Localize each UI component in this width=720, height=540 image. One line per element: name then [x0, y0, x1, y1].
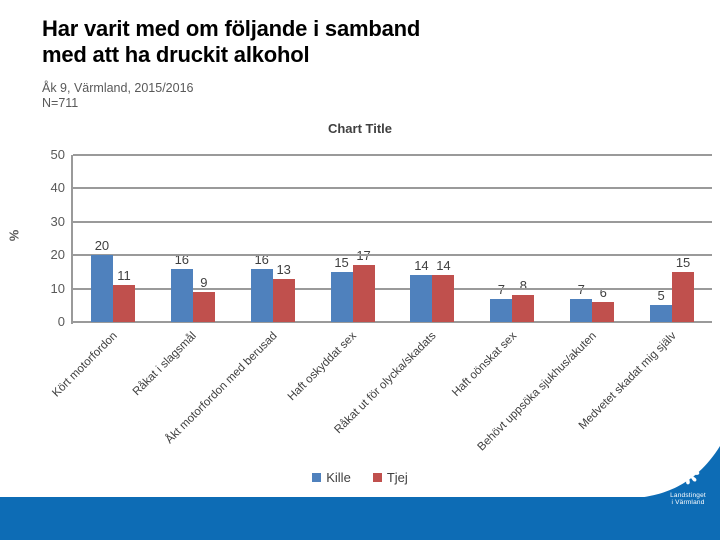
- bar-kille-5: [410, 275, 433, 322]
- bar-tjej-2: [192, 291, 215, 322]
- category-label-4: Haft oskyddat sex: [285, 330, 360, 404]
- tjej-swatch-icon: [372, 473, 382, 482]
- gridline-50: [73, 154, 712, 156]
- bar-kille-8: [650, 305, 673, 322]
- value-label-kille-8: 5: [657, 288, 665, 304]
- bar-tjej-5: [432, 275, 455, 322]
- legend: Kille Tjej: [0, 470, 720, 485]
- bar-kille-3: [250, 268, 273, 322]
- value-label-kille-5: 14: [414, 258, 429, 274]
- value-label-tjej-5: 14: [436, 258, 451, 274]
- value-label-tjej-2: 9: [200, 274, 208, 290]
- flower-logo-icon: ❋: [675, 458, 701, 491]
- value-label-tjej-8: 15: [675, 254, 691, 270]
- bar-tjej-8: [672, 271, 695, 322]
- value-label-tjej-3: 13: [276, 261, 291, 277]
- logo-text-line2: i Värmland: [671, 499, 705, 506]
- legend-label-tjej: Tjej: [386, 470, 408, 485]
- footer-swoosh: [638, 446, 720, 498]
- bar-tjej-3: [272, 278, 295, 322]
- value-label-tjej-6: 8: [519, 278, 527, 294]
- y-tick-label-30: 30: [50, 213, 65, 229]
- landstinget-logo: ❋ Landstinget i Värmland: [656, 458, 720, 506]
- y-tick-label-40: 40: [50, 180, 65, 196]
- gridline-30: [73, 220, 712, 223]
- y-axis-line: [71, 155, 73, 324]
- bar-kille-7: [570, 298, 593, 322]
- value-label-kille-1: 20: [94, 238, 110, 254]
- value-label-tjej-1: 11: [117, 268, 131, 284]
- y-tick-label-50: 50: [50, 147, 65, 162]
- bar-tjej-6: [512, 295, 535, 322]
- bar-tjej-1: [112, 285, 135, 322]
- bar-kille-6: [490, 298, 513, 322]
- kille-swatch-icon: [312, 473, 322, 482]
- legend-item-tjej: Tjej: [372, 470, 408, 485]
- logo-text-line1: Landstinget: [670, 492, 706, 499]
- bar-kille-1: [90, 255, 113, 322]
- bar-tjej-7: [592, 301, 615, 322]
- value-label-kille-4: 15: [334, 254, 349, 270]
- legend-item-kille: Kille: [312, 470, 351, 485]
- legend-label-kille: Kille: [326, 470, 351, 485]
- bar-kille-2: [170, 268, 193, 322]
- category-label-2: Råkat i slagsmål: [131, 330, 200, 399]
- category-label-6: Haft oönskat sex: [449, 330, 519, 400]
- page-title-line1: Har varit med om följande i samband: [42, 16, 421, 41]
- page-title-line2: med att ha druckit alkohol: [42, 42, 310, 67]
- page-title: Har varit med om följande i samband med …: [42, 16, 602, 68]
- footer-band: [0, 497, 720, 540]
- y-tick-label-20: 20: [50, 247, 65, 263]
- category-label-1: Kört motorfordon: [49, 330, 120, 400]
- gridline-10: [73, 287, 712, 290]
- value-label-tjej-7: 6: [599, 284, 607, 300]
- bar-kille-4: [330, 271, 353, 322]
- y-tick-label-10: 10: [50, 280, 65, 296]
- bar-tjej-4: [352, 265, 375, 322]
- chart-title: Chart Title: [327, 121, 393, 136]
- gridline-0: [73, 321, 712, 323]
- y-tick-label-0: 0: [57, 314, 65, 329]
- y-axis-title: %: [6, 229, 22, 242]
- plot-area: [71, 154, 712, 324]
- subtitle-sample-size: N=711: [42, 96, 79, 110]
- subtitle-cohort: Åk 9, Värmland, 2015/2016: [42, 81, 194, 95]
- gridline-20: [73, 254, 712, 257]
- gridline-40: [73, 187, 712, 190]
